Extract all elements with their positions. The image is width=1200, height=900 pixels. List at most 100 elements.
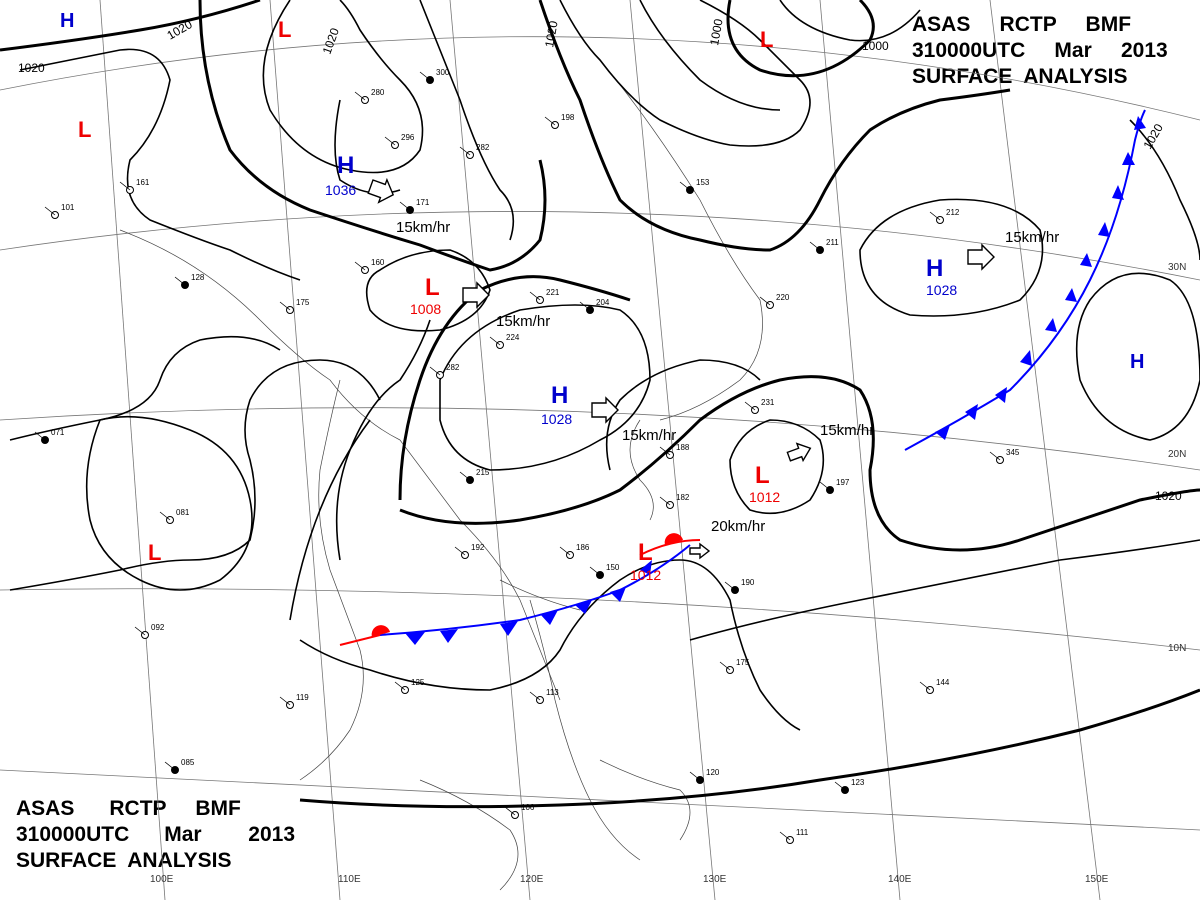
wind-barb	[689, 771, 701, 781]
high-center-symbol: H	[60, 10, 74, 32]
wind-barb	[929, 211, 941, 221]
station-pressure-label: 101	[61, 203, 75, 212]
wind-barb	[394, 681, 406, 691]
wind-barb	[119, 181, 131, 191]
wind-barb	[744, 401, 756, 411]
warm-front-semicircles	[371, 533, 683, 637]
longitude-label: 110E	[338, 874, 361, 885]
station-pressure-label: 190	[741, 578, 755, 587]
motion-speed-label: 15km/hr	[496, 313, 550, 330]
wind-barb	[659, 446, 671, 456]
cold-front	[379, 544, 691, 636]
station-pressure-label: 125	[411, 678, 425, 687]
motion-speed-label: 15km/hr	[820, 422, 874, 439]
wind-barb	[354, 91, 366, 101]
station-pressure-label: 204	[596, 298, 610, 307]
station-pressure-label: 092	[151, 623, 165, 632]
wind-barb	[44, 206, 56, 216]
high-center-value: 1036	[325, 182, 356, 198]
station-pressure-label: 211	[826, 238, 839, 247]
station-pressure-label: 171	[416, 198, 430, 207]
footer-title-block: ASAS RCTP BMF 310000UTC Mar 2013 SURFACE…	[16, 796, 295, 874]
coastlines	[119, 59, 763, 891]
wind-barb	[989, 451, 1001, 461]
isobar-label: 1000	[862, 39, 889, 53]
longitude-label: 130E	[703, 874, 727, 885]
motion-speed-label: 15km/hr	[1005, 229, 1059, 246]
warm-front-east	[639, 539, 701, 556]
pressure-centers: H 1036 L 1008 H 1028 L 1012 L 1012 H 102…	[60, 10, 1144, 583]
low-center-symbol: L	[755, 462, 770, 489]
motion-arrow	[367, 177, 395, 204]
isobars	[0, 0, 1200, 809]
motion-arrows	[367, 177, 995, 560]
low-center-symbol: L	[278, 17, 291, 42]
high-center-symbol: H	[337, 152, 354, 179]
high-center-symbol: H	[926, 255, 943, 282]
meridian-130e	[629, 0, 716, 900]
station-pressure-label: 111	[796, 828, 809, 837]
high-center-symbol: H	[1130, 351, 1144, 373]
wind-barb	[489, 336, 501, 346]
cold-front-east	[904, 109, 1146, 451]
station-pressure-label: 106	[521, 803, 535, 812]
isobar-label: 1020	[1155, 489, 1182, 503]
low-center-symbol: L	[78, 117, 91, 142]
station-pressure-label: 188	[676, 443, 690, 452]
station-pressure-label: 175	[296, 298, 310, 307]
station-pressure-label: 345	[1006, 448, 1020, 457]
station-pressure-label: 224	[506, 333, 520, 342]
station-pressure-label: 071	[51, 428, 65, 437]
longitude-label: 140E	[888, 874, 912, 885]
graticule-labels: 100E 110E 120E 130E 140E 150E 30N 20N 10…	[150, 262, 1186, 885]
station-pressure-label: 150	[606, 563, 620, 572]
wind-barb	[399, 201, 411, 211]
high-center-symbol: H	[551, 382, 568, 409]
cold-front-teeth	[405, 116, 1146, 645]
low-center-symbol: L	[760, 27, 773, 52]
wind-barb	[529, 691, 541, 701]
station-pressure-label: 119	[296, 693, 309, 702]
wind-barb	[419, 71, 431, 81]
wind-barb	[384, 136, 396, 146]
wind-barb	[544, 116, 556, 126]
station-markers: 171 221 224 204 282 296 215 192 186 150 182 188 190 1…	[34, 68, 1020, 844]
longitude-label: 120E	[520, 874, 544, 885]
header-title-block: ASAS RCTP BMF 310000UTC Mar 2013 SURFACE…	[912, 12, 1168, 90]
wind-barb	[459, 471, 471, 481]
station-pressure-label: 212	[946, 208, 960, 217]
wind-barb	[779, 831, 791, 841]
wind-barb	[354, 261, 366, 271]
wind-barb	[809, 241, 821, 251]
wind-barb	[919, 681, 931, 691]
motion-arrow	[967, 243, 995, 271]
fronts	[339, 109, 1146, 646]
station-pressure-label: 123	[851, 778, 865, 787]
isobar-label: 1020	[18, 61, 45, 75]
motion-speed-label: 15km/hr	[622, 427, 676, 444]
wind-barb	[164, 761, 176, 771]
wind-barb	[589, 566, 601, 576]
longitude-label: 150E	[1085, 874, 1109, 885]
wind-barb	[819, 481, 831, 491]
high-center-value: 1028	[926, 282, 957, 298]
wind-barb	[504, 806, 516, 816]
parallel-10n	[0, 588, 1200, 651]
wind-barb	[659, 496, 671, 506]
wind-barb	[579, 301, 591, 311]
motion-speed-label: 20km/hr	[711, 518, 765, 535]
low-center-symbol: L	[148, 540, 161, 565]
wind-barb	[834, 781, 846, 791]
latitude-label: 30N	[1168, 262, 1186, 273]
header-line-1: ASAS RCTP BMF	[912, 13, 1132, 36]
meridian-120e	[449, 0, 531, 900]
station-pressure-label: 282	[446, 363, 460, 372]
meridian-150e	[989, 0, 1101, 900]
station-pressure-label: 220	[776, 293, 790, 302]
station-pressure-label: 221	[546, 288, 560, 297]
station-pressure-label: 120	[706, 768, 720, 777]
station-pressure-label: 128	[191, 273, 205, 282]
wind-barb	[34, 431, 46, 441]
